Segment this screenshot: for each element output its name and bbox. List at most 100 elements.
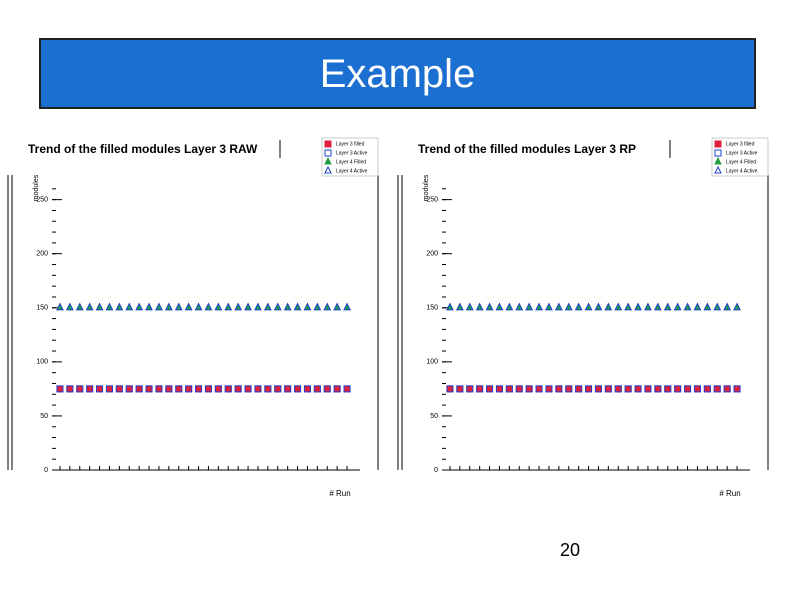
point <box>634 385 642 393</box>
point <box>733 385 741 393</box>
point <box>515 385 523 393</box>
point <box>545 385 553 393</box>
point <box>76 385 84 393</box>
point <box>723 302 731 311</box>
point <box>234 385 242 393</box>
point <box>333 385 341 393</box>
slide-title: Example <box>319 52 476 96</box>
point <box>343 385 351 393</box>
point <box>95 302 104 311</box>
point <box>303 385 311 393</box>
point <box>224 385 232 393</box>
point <box>204 385 212 393</box>
point <box>254 385 262 393</box>
point <box>624 302 632 311</box>
point <box>664 385 672 393</box>
point <box>585 385 593 393</box>
point <box>535 385 543 393</box>
y-tick-label: 100 <box>36 359 48 366</box>
point <box>175 385 183 393</box>
point <box>456 302 464 311</box>
point <box>343 385 351 393</box>
point <box>155 385 163 393</box>
y-tick-label: 50 <box>40 413 48 420</box>
point <box>56 385 64 393</box>
point <box>125 385 133 393</box>
point <box>85 302 94 311</box>
point <box>284 385 292 393</box>
point <box>654 385 662 393</box>
x-axis-label: # Run <box>719 489 740 498</box>
point <box>244 302 252 311</box>
point <box>575 385 583 393</box>
point <box>323 385 331 393</box>
point <box>604 385 612 393</box>
point <box>486 385 494 393</box>
point <box>663 302 672 311</box>
point <box>624 385 632 393</box>
point <box>564 302 573 311</box>
point <box>175 385 183 393</box>
point <box>475 302 484 311</box>
point <box>683 302 692 311</box>
x-axis-label: # Run <box>329 489 350 498</box>
y-tick-label: 250 <box>36 196 48 203</box>
point <box>634 302 642 311</box>
point <box>723 385 731 393</box>
point <box>456 385 464 393</box>
point <box>333 302 341 311</box>
point <box>584 302 593 311</box>
point <box>575 385 583 393</box>
point <box>105 385 113 393</box>
point <box>644 385 652 393</box>
point <box>565 385 573 393</box>
point <box>485 302 494 311</box>
point <box>155 302 163 311</box>
point <box>76 385 84 393</box>
point <box>204 302 213 311</box>
point <box>313 385 321 393</box>
point <box>224 302 233 311</box>
point <box>324 156 332 165</box>
point <box>476 385 484 393</box>
point <box>604 385 612 393</box>
point <box>594 385 602 393</box>
point <box>115 385 123 393</box>
point <box>324 140 332 148</box>
point <box>495 385 503 393</box>
point <box>313 302 322 311</box>
point <box>604 302 613 311</box>
point <box>466 385 474 393</box>
point <box>555 385 563 393</box>
point <box>86 385 94 393</box>
point <box>323 385 331 393</box>
point <box>535 302 543 311</box>
point <box>195 385 203 393</box>
point <box>96 385 104 393</box>
point <box>185 385 193 393</box>
point <box>693 302 702 311</box>
point <box>115 302 124 311</box>
point <box>505 385 513 393</box>
point <box>673 302 682 311</box>
point <box>284 385 292 393</box>
point <box>703 302 712 311</box>
point <box>343 302 351 311</box>
point <box>703 385 711 393</box>
point <box>105 385 113 393</box>
point <box>214 385 222 393</box>
y-axis-label: modules <box>33 174 40 201</box>
point <box>324 165 332 174</box>
point <box>733 302 741 311</box>
point <box>614 385 622 393</box>
point <box>693 385 701 393</box>
point <box>274 385 282 393</box>
point <box>184 302 193 311</box>
point <box>714 140 722 148</box>
y-axis-label: modules <box>423 174 430 201</box>
point <box>96 385 104 393</box>
point <box>283 302 292 311</box>
point <box>614 302 623 311</box>
